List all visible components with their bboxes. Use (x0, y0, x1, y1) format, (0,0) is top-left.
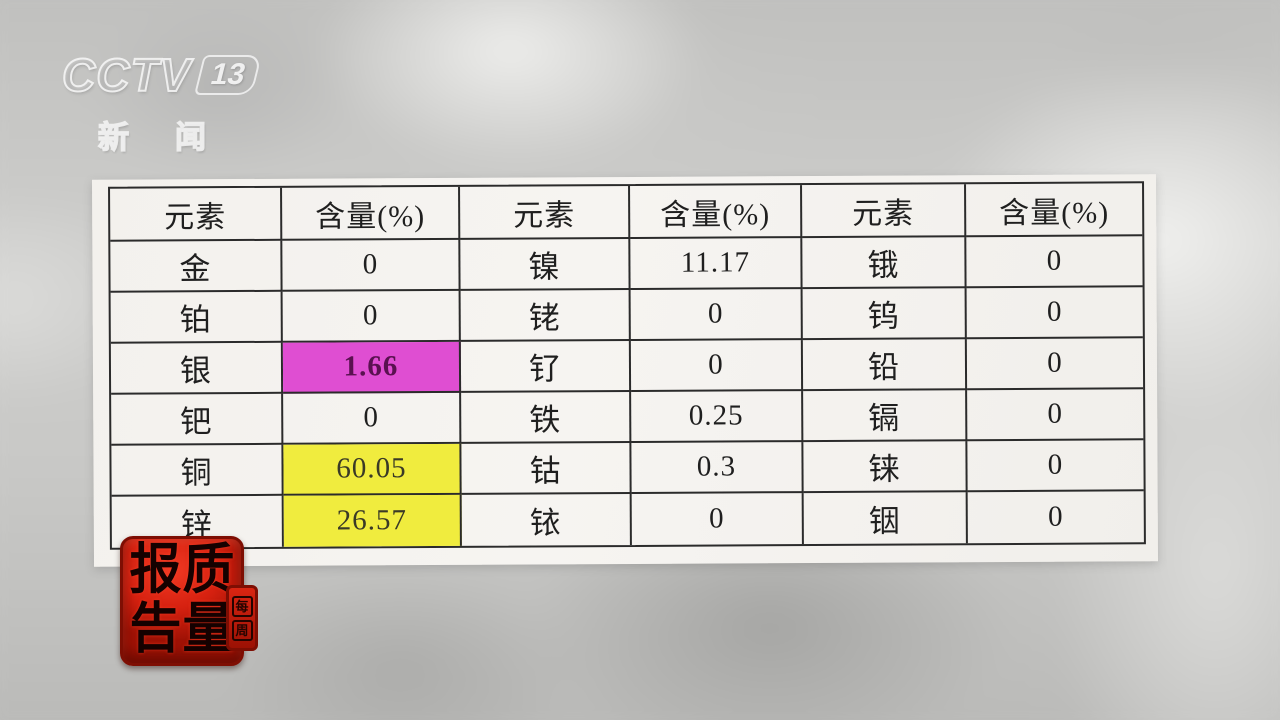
value-cell: 0 (966, 338, 1144, 391)
element-cell: 锇 (802, 237, 967, 290)
stamp-side-badge: 每 周 (226, 585, 258, 651)
value-cell: 0 (631, 493, 804, 545)
value-cell: 0 (282, 239, 461, 292)
quality-report-stamp: 报 质 告 量 每 周 (120, 536, 258, 666)
element-cell: 镉 (803, 390, 968, 443)
element-cell: 铼 (803, 441, 968, 494)
value-cell: 0 (282, 290, 461, 343)
value-cell: 0 (967, 389, 1144, 442)
value-cell: 0 (967, 440, 1144, 493)
element-cell: 铑 (460, 289, 631, 342)
element-cell: 铱 (461, 493, 632, 546)
element-cell: 钨 (802, 288, 967, 341)
composition-table: 元素 含量(%) 元素 含量(%) 元素 含量(%) 金 0 镍 11.17 锇… (108, 181, 1146, 550)
channel-name: 新闻 (97, 119, 252, 156)
cctv-watermark: CCTV 13 新闻 (61, 48, 263, 157)
header-cell: 含量(%) (966, 183, 1143, 238)
element-cell: 钯 (111, 393, 284, 446)
value-cell: 0 (630, 340, 804, 392)
element-cell: 镍 (460, 238, 631, 291)
value-cell-silver-highlighted: 1.66 (282, 341, 462, 394)
stamp-char-zhi: 质 (182, 540, 235, 600)
stamp-side-char-zhou: 周 (231, 619, 253, 641)
element-cell: 铜 (111, 444, 284, 497)
header-cell: 含量(%) (282, 186, 461, 241)
value-cell-zinc-highlighted: 26.57 (283, 494, 462, 547)
stamp-char-bao: 报 (129, 540, 182, 600)
value-cell: 0 (630, 289, 803, 341)
cctv-logo-text: CCTV (61, 48, 192, 102)
header-cell: 元素 (460, 185, 631, 240)
element-cell: 铟 (803, 492, 968, 545)
header-cell: 含量(%) (630, 185, 803, 239)
channel-number-badge: 13 (194, 55, 263, 95)
element-cell: 金 (110, 240, 283, 293)
element-cell: 钴 (461, 442, 632, 495)
element-cell: 铁 (461, 391, 632, 444)
value-cell: 0 (1047, 500, 1064, 533)
value-cell: 0.3 (631, 442, 804, 494)
value-cell: 11.17 (630, 238, 803, 290)
element-cell: 银 (110, 342, 284, 395)
header-cell: 元素 (110, 187, 283, 242)
value-cell: 0 (283, 392, 462, 445)
value-cell: 0 (966, 287, 1143, 340)
value-cell: 0 (966, 236, 1143, 289)
stamp-side-char-mei: 每 (231, 595, 253, 617)
element-cell: 铅 (802, 339, 968, 392)
report-paper: 元素 含量(%) 元素 含量(%) 元素 含量(%) 金 0 镍 11.17 锇… (91, 174, 1159, 567)
header-cell: 元素 (802, 184, 967, 239)
stamp-char-liang: 量 (182, 599, 235, 659)
value-cell: 0.25 (631, 391, 804, 443)
stamp-char-gao: 告 (129, 599, 182, 659)
element-cell: 铂 (110, 291, 283, 344)
value-cell-copper-highlighted: 60.05 (283, 443, 462, 496)
element-cell: 钌 (460, 340, 632, 393)
